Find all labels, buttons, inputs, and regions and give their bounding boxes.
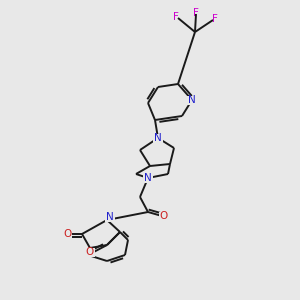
Text: N: N	[106, 212, 114, 222]
Bar	[62, 230, 72, 238]
Bar	[85, 248, 95, 256]
Bar	[105, 212, 115, 221]
Text: O: O	[86, 247, 94, 257]
Text: F: F	[193, 8, 199, 18]
Bar	[159, 212, 169, 220]
Text: O: O	[63, 229, 71, 239]
Text: N: N	[154, 133, 162, 143]
Text: F: F	[173, 12, 179, 22]
Text: O: O	[160, 211, 168, 221]
Text: F: F	[212, 14, 218, 24]
Text: N: N	[144, 173, 152, 183]
Bar	[143, 173, 153, 182]
Bar	[153, 134, 163, 142]
Text: N: N	[188, 95, 196, 105]
Bar	[187, 95, 197, 104]
